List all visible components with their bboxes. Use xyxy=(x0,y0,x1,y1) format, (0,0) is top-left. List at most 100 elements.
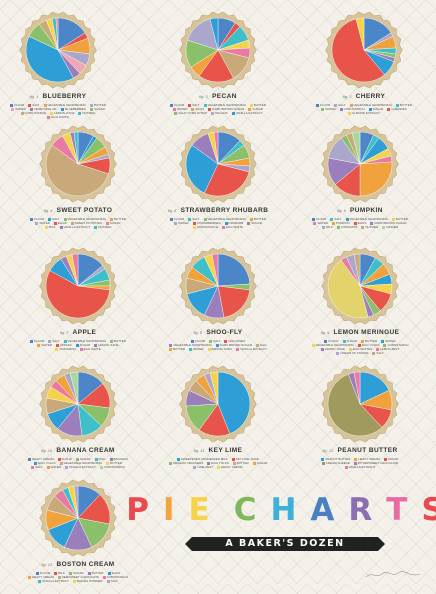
legend-label: WATER xyxy=(178,221,189,225)
legend-swatch xyxy=(354,457,358,461)
legend-label: VEGETABLE SHORTENING xyxy=(67,339,106,343)
pie-panel-pecan: fig. 2 PECAN FLOUR SALT VEGETABLE SHORTENI… xyxy=(164,10,272,126)
legend-item-corn-starch: CORN STARCH xyxy=(20,111,46,115)
pie-chart-apple xyxy=(39,247,117,325)
legend-label: WATER xyxy=(325,107,336,111)
legend-item-sugar: SUGAR xyxy=(368,107,383,111)
legend-label: STRAWBERRIES xyxy=(196,221,221,225)
legend-label: BUTTER xyxy=(365,339,378,343)
subtitle-banner: A BAKER'S DOZEN xyxy=(185,537,385,551)
legend: FLOUR SALT VEGETABLE SHORTENING BUTTER WATER… xyxy=(26,339,130,351)
legend-item-nutmeg: NUTMEG xyxy=(94,225,111,229)
legend-label: NUTMEG xyxy=(365,225,379,229)
legend-label: NUTMEG xyxy=(82,111,96,115)
figure-number: fig. 10 xyxy=(41,448,53,453)
legend-item-bananas: BANANAS xyxy=(109,457,128,461)
legend-item-butter: BUTTER xyxy=(361,339,377,343)
legend-swatch xyxy=(169,343,173,347)
legend-item-salt: SALT xyxy=(188,217,200,221)
pie-title: fig. 2 PECAN xyxy=(164,93,272,100)
legend-swatch xyxy=(35,571,39,575)
legend-item-eggs: EGGS xyxy=(191,107,204,111)
legend-label: BLUEBERRIES xyxy=(65,107,87,111)
legend-swatch xyxy=(70,221,74,225)
legend-item-flour: FLOUR xyxy=(35,571,50,575)
legend-label: CHERRIES xyxy=(391,107,407,111)
legend-label: SEMISWEET CHOCOLATE xyxy=(61,575,99,579)
legend-label: FLOUR xyxy=(34,339,45,343)
legend-item-flour: FLOUR xyxy=(170,103,184,107)
legend-label: WATER xyxy=(193,347,204,351)
pie-slice-cream-cheese xyxy=(327,373,383,437)
legend-item-butter: BUTTER xyxy=(87,571,104,575)
legend-label: VANILLA EXTRACT xyxy=(69,465,96,469)
legend-swatch xyxy=(168,461,172,465)
title-letter: H xyxy=(270,492,297,528)
legend-swatch xyxy=(345,217,349,221)
legend-swatch xyxy=(102,575,106,579)
legend-swatch xyxy=(208,107,212,111)
legend-label: LIGHT CORN SYRUP xyxy=(177,111,208,115)
legend-label: BUTTER xyxy=(253,103,266,107)
pie-name: KEY LIME xyxy=(208,447,243,454)
legend-label: SUGAR xyxy=(94,107,105,111)
figure-number: fig. 11 xyxy=(193,448,205,453)
legend-label: NUTMEG xyxy=(98,225,112,229)
legend-label: EGG YOLKS xyxy=(211,461,229,465)
legend-swatch xyxy=(79,347,83,351)
pie-slice-blueberries xyxy=(25,36,74,83)
legend-label: EGGS xyxy=(195,107,205,111)
legend-item-sugar: SUGAR xyxy=(75,343,90,347)
legend-swatch xyxy=(321,107,325,111)
legend-swatch xyxy=(29,107,33,111)
legend-item-salt: SALT xyxy=(372,351,384,355)
legend-swatch xyxy=(193,465,197,469)
legend-swatch xyxy=(30,217,34,221)
legend-swatch xyxy=(63,217,67,221)
legend-swatch xyxy=(216,465,220,469)
legend-item-egg-yolks: EGG YOLKS xyxy=(207,461,229,465)
legend-label: VEGETABLE SHORTENING xyxy=(353,103,392,107)
figure-number: fig. 3 xyxy=(342,94,352,99)
pie-name: SHOO-FLY xyxy=(206,329,243,336)
legend-swatch xyxy=(255,343,259,347)
legend-item-water: WATER xyxy=(313,221,328,225)
figure-number: fig. 12 xyxy=(322,448,334,453)
legend-swatch xyxy=(372,351,376,355)
legend-label: PUMPKIN xyxy=(335,221,350,225)
legend-label: VEGETABLE OIL xyxy=(33,107,58,111)
legend-label: CINNAMON xyxy=(340,225,358,229)
legend-swatch xyxy=(55,347,59,351)
legend-item-flour: FLOUR xyxy=(10,103,24,107)
legend-item-lemon-zest: LEMON ZEST xyxy=(376,347,399,351)
legend-swatch xyxy=(358,343,361,347)
legend-item-rhubarb: RHUBARB xyxy=(224,221,243,225)
legend-swatch xyxy=(28,457,32,461)
legend-item-milk: MILK xyxy=(321,225,333,229)
legend-item-butter: BUTTER xyxy=(109,339,126,343)
legend-item-milk: MILK xyxy=(44,225,56,229)
legend-item-vanilla-extract: VANILLA EXTRACT xyxy=(38,579,69,583)
legend-swatch xyxy=(188,217,192,221)
pie-name: CHERRY xyxy=(355,93,386,100)
legend-item-salt: SALT xyxy=(48,339,60,343)
legend-label: KEY LIME JUICE xyxy=(235,457,260,461)
pie-slice-egg-white xyxy=(55,17,59,51)
legend-item-lemon-juice: LEMON JUICE xyxy=(94,343,119,347)
legend-label: PEANUT BUTTER xyxy=(325,457,351,461)
legend-item-key-lime-juice: KEY LIME JUICE xyxy=(231,457,260,461)
legend-label: WATER xyxy=(176,107,188,111)
legend-label: SWEET POTATOES xyxy=(74,221,102,225)
legend-swatch xyxy=(192,225,196,229)
legend-swatch xyxy=(37,343,41,347)
legend-item-cinnamon: CINNAMON xyxy=(55,347,76,351)
legend-label: VANILLA EXTRACT xyxy=(42,579,69,583)
legend-label: VEGETABLE SHORTENING xyxy=(349,217,388,221)
legend-item-vegetable-shortening: VEGETABLE SHORTENING xyxy=(203,103,246,107)
legend-item-butter: BUTTER xyxy=(391,217,408,221)
legend-item-pumpkin: PUMPKIN xyxy=(331,221,350,225)
legend: FLOUR SALT VEGETABLE SHORTENING BUTTER WATER… xyxy=(312,103,416,115)
legend-item-salt: SALT xyxy=(330,217,342,221)
legend-swatch xyxy=(336,351,340,355)
pie-slice-ginger xyxy=(351,131,361,165)
